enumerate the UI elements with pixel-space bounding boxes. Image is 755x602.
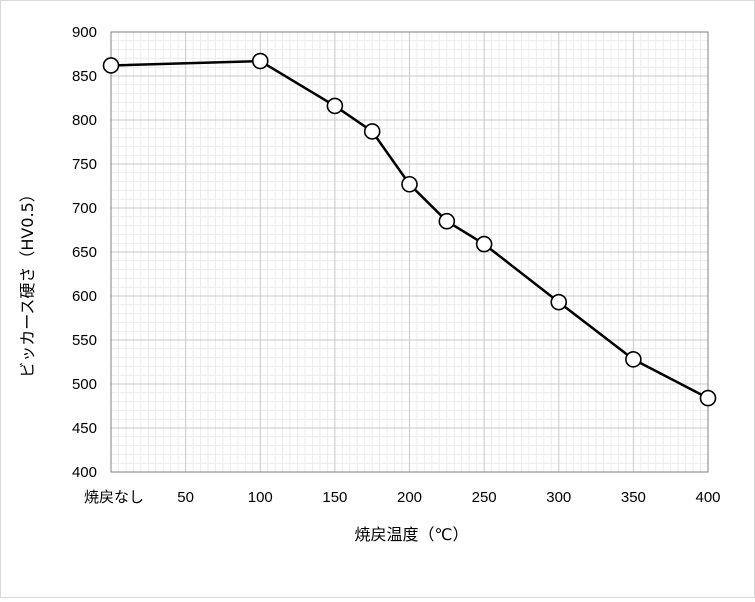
- x-tick-label: 400: [695, 489, 720, 506]
- data-point: [102, 57, 120, 74]
- x-tick-label: 250: [472, 489, 497, 506]
- y-tick-label: 900: [72, 24, 97, 41]
- y-tick-label: 850: [72, 68, 97, 85]
- x-axis-tick-labels: 焼戻なし 50 100 150 200 250 300 350 400: [84, 489, 721, 506]
- y-axis-title: ビッカース硬さ（HV0.5）: [18, 186, 37, 378]
- x-tick-label: 150: [322, 489, 347, 506]
- x-tick-label: 焼戻なし: [84, 489, 144, 506]
- data-point: [438, 212, 456, 230]
- data-point: [699, 389, 717, 407]
- y-tick-label: 500: [72, 376, 97, 393]
- y-tick-label: 550: [72, 332, 97, 349]
- y-tick-label: 750: [72, 156, 97, 173]
- y-axis-tick-labels: 400 450 500 550 600 650 700 750 800 850 900: [72, 24, 97, 481]
- y-tick-label: 400: [72, 464, 97, 481]
- data-point: [363, 123, 381, 140]
- series-line: [110, 59, 709, 400]
- data-point: [251, 52, 269, 70]
- y-tick-label: 600: [72, 288, 97, 305]
- x-tick-label: 100: [248, 489, 273, 506]
- y-tick-label: 700: [72, 200, 97, 217]
- data-point: [326, 97, 344, 115]
- x-tick-label: 200: [397, 489, 422, 506]
- data-series: [102, 52, 717, 407]
- x-tick-label: 50: [177, 489, 194, 506]
- x-tick-label: 350: [621, 489, 646, 506]
- data-point: [625, 351, 642, 368]
- x-tick-label: 300: [546, 489, 571, 506]
- y-tick-label: 450: [72, 420, 97, 437]
- y-tick-label: 650: [72, 244, 97, 261]
- data-point: [550, 293, 568, 311]
- data-point: [475, 235, 493, 253]
- plot-area-frame: [110, 31, 709, 473]
- x-axis-title: 焼戻温度（℃）: [355, 525, 469, 544]
- data-point: [401, 175, 418, 193]
- y-tick-label: 800: [72, 112, 97, 129]
